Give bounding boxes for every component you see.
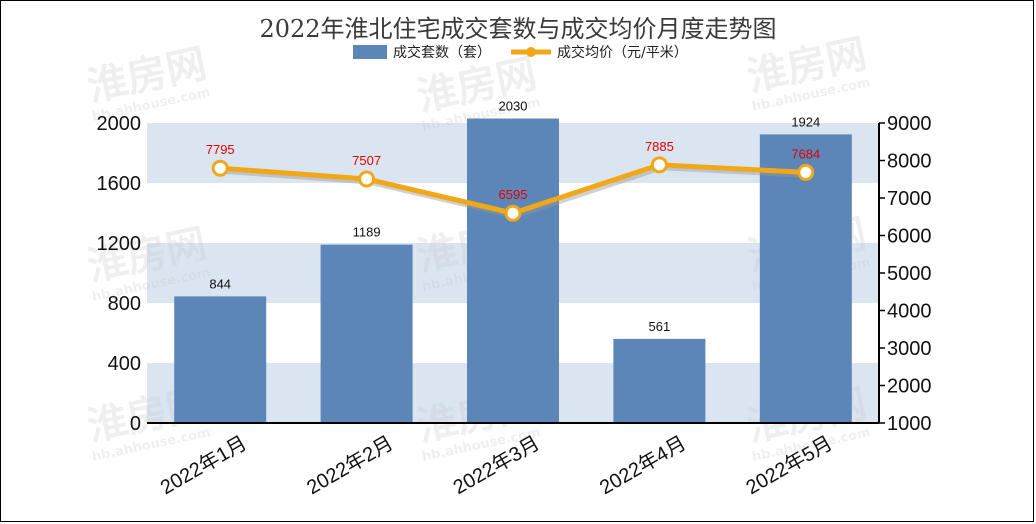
- legend-bar-swatch: [353, 45, 387, 59]
- right-tick-label: 5000: [887, 263, 932, 285]
- bar-label: 1189: [353, 225, 381, 240]
- bar-label: 1924: [791, 114, 820, 129]
- x-tick-label: 2022年4月: [596, 431, 690, 499]
- line-label: 7684: [791, 146, 820, 161]
- right-tick-label: 4000: [887, 301, 932, 323]
- left-tick-label: 0: [130, 413, 141, 435]
- right-tick-label: 2000: [887, 376, 932, 398]
- left-tick-label: 1600: [97, 173, 142, 195]
- bar: [467, 118, 559, 423]
- right-tick-label: 8000: [887, 151, 932, 173]
- left-tick-label: 1200: [97, 233, 142, 255]
- bar: [613, 338, 706, 423]
- right-tick-label: 3000: [887, 338, 932, 360]
- bar: [320, 244, 413, 423]
- line-label: 6595: [499, 187, 528, 202]
- line-label: 7795: [206, 142, 235, 157]
- bar: [174, 296, 267, 423]
- legend-bar-label: 成交套数（套）: [393, 44, 491, 61]
- legend: 成交套数（套） 成交均价（元/平米）: [353, 44, 688, 61]
- line-point: [797, 163, 815, 181]
- left-tick-label: 400: [108, 353, 141, 375]
- bar-label: 2030: [499, 99, 528, 114]
- line-label: 7885: [645, 139, 674, 154]
- x-tick-label: 2022年2月: [303, 431, 397, 499]
- right-tick-label: 1000: [887, 413, 932, 435]
- bar-label: 844: [209, 276, 231, 291]
- bar: [759, 134, 852, 423]
- bar-series: 844 1189 2030 561 1924: [174, 99, 852, 423]
- legend-line-marker: [526, 47, 536, 57]
- right-tick-label: 7000: [887, 188, 932, 210]
- line-point: [650, 156, 668, 174]
- line-point: [211, 159, 229, 177]
- line-series: 7795 7507 6595 7885 7684: [206, 139, 820, 222]
- line-label: 7507: [352, 153, 381, 168]
- line-point: [358, 170, 376, 188]
- left-tick-label: 2000: [97, 113, 142, 135]
- line-point: [504, 204, 522, 222]
- bar-label: 561: [649, 319, 671, 334]
- left-tick-label: 800: [108, 293, 141, 315]
- legend-line-label: 成交均价（元/平米）: [557, 44, 688, 61]
- right-tick-label: 6000: [887, 226, 932, 248]
- right-tick-label: 9000: [887, 113, 932, 135]
- chart-title: 2022年淮北住宅成交套数与成交均价月度走势图: [259, 15, 776, 43]
